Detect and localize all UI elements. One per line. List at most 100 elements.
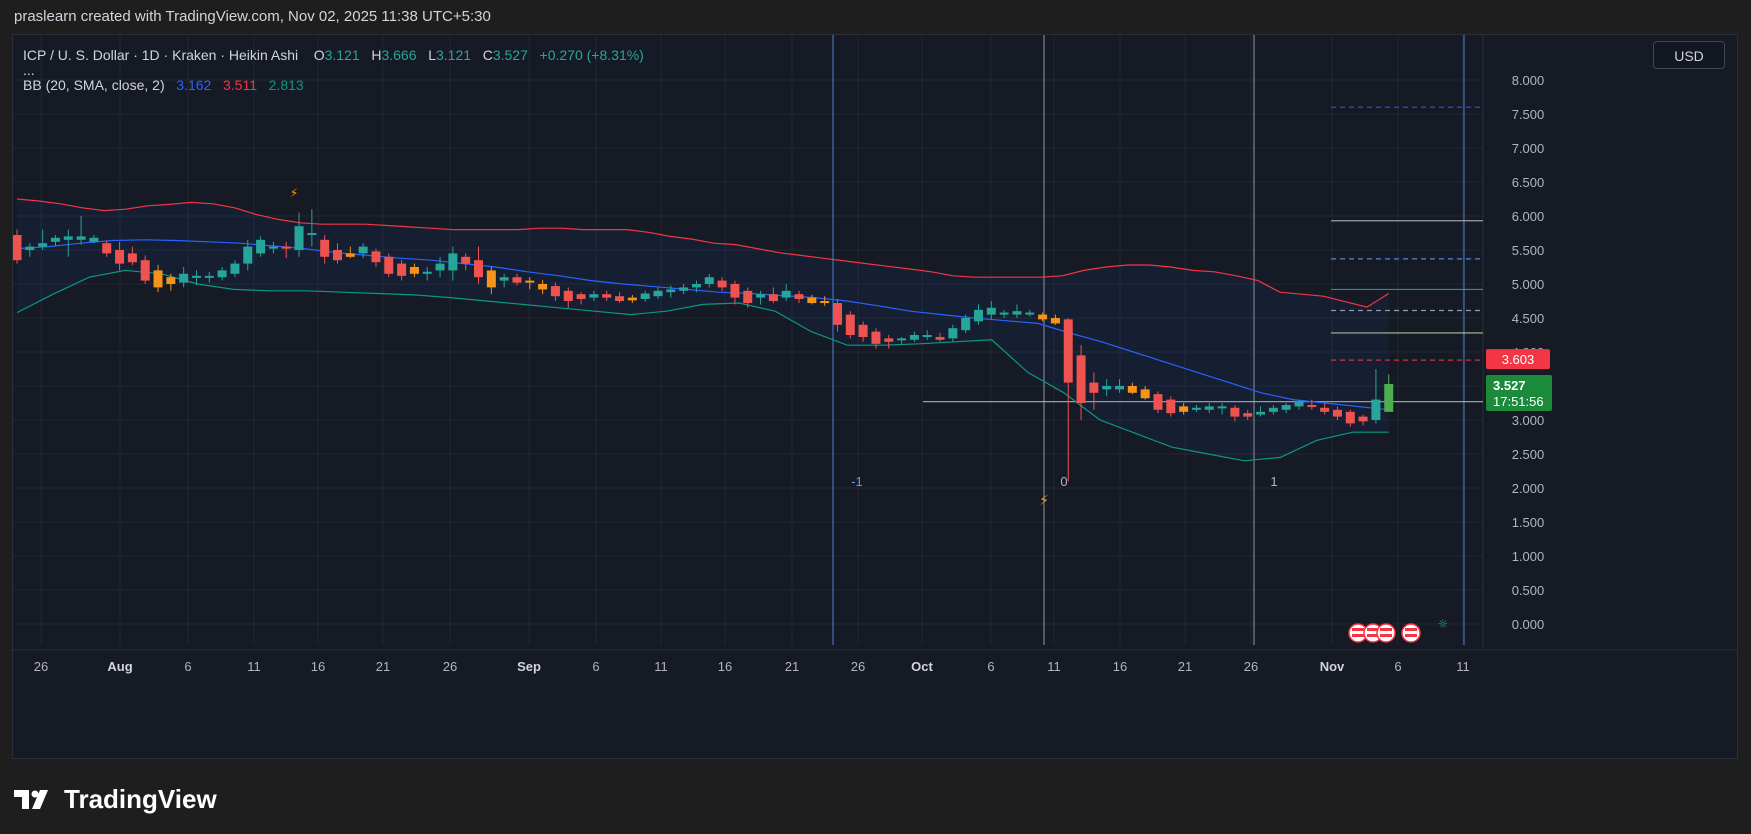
candle-body — [1140, 389, 1150, 399]
candle-body — [627, 297, 637, 301]
legend-more-button[interactable]: ... — [23, 62, 35, 78]
candle — [897, 337, 907, 344]
candle — [50, 235, 60, 246]
bb-lower-line — [16, 269, 1389, 462]
candle — [1358, 414, 1368, 426]
candle — [397, 260, 407, 281]
x-axis-tick-label: 26 — [1244, 659, 1258, 674]
candle — [871, 328, 881, 349]
candle-body — [1294, 400, 1304, 407]
candle-body — [294, 226, 304, 250]
candle — [1038, 312, 1048, 322]
x-axis-tick-label: 16 — [311, 659, 325, 674]
candle-body — [1076, 355, 1086, 403]
candle — [1179, 403, 1189, 415]
candle-body — [1102, 386, 1112, 390]
candle — [166, 273, 176, 291]
candle — [333, 243, 342, 264]
candle-body — [422, 271, 432, 274]
candle — [679, 284, 689, 295]
candle-body — [461, 256, 471, 264]
legend-ohlc-row: ICP / U. S. Dollar · 1D · Kraken · Heiki… — [23, 45, 644, 65]
chart-panel[interactable]: ICP / U. S. Dollar · 1D · Kraken · Heiki… — [12, 34, 1738, 759]
y-axis-tick-label: 6.500 — [1512, 175, 1545, 190]
candle-body — [1204, 406, 1214, 410]
candle — [448, 246, 458, 281]
candle-body — [961, 318, 971, 331]
candle-body — [448, 253, 458, 271]
candle-body — [1038, 314, 1048, 320]
candle — [691, 280, 701, 293]
candle-body — [743, 290, 753, 304]
legend-close-label: C — [482, 47, 493, 63]
candle — [1230, 405, 1240, 422]
candle-body — [1256, 411, 1266, 415]
candle — [1307, 399, 1317, 410]
legend-change: +0.270 (+8.31%) — [539, 47, 644, 63]
candle-body — [871, 331, 881, 344]
candle-body — [102, 243, 112, 254]
candle — [884, 335, 894, 349]
legend-symbol[interactable]: ICP / U. S. Dollar · 1D · Kraken · Heiki… — [23, 47, 299, 63]
y-axis-tick-label: 0.000 — [1512, 617, 1545, 632]
candle — [268, 241, 278, 254]
currency-button[interactable]: USD — [1653, 41, 1725, 69]
candle — [1204, 403, 1214, 414]
candle — [179, 267, 189, 288]
candle — [935, 332, 945, 342]
candle — [1191, 405, 1201, 412]
candle-body — [281, 246, 291, 249]
candle — [961, 314, 971, 333]
y-axis-tick-label: 4.500 — [1512, 311, 1545, 326]
x-axis-tick-label: Sep — [517, 659, 541, 674]
candle-body — [358, 246, 368, 254]
candle-body — [140, 260, 150, 281]
fib-time-label: 1 — [1270, 474, 1277, 489]
candle — [474, 246, 484, 284]
bb-band-fill — [17, 199, 1389, 461]
candle — [1166, 396, 1176, 417]
candle-body — [89, 237, 99, 242]
chart-legend: ICP / U. S. Dollar · 1D · Kraken · Heiki… — [23, 45, 644, 95]
legend-bb-row[interactable]: BB (20, SMA, close, 2) 3.162 3.511 2.813 — [23, 75, 644, 95]
candle-body — [1025, 312, 1035, 315]
candle-body — [1115, 386, 1125, 390]
x-axis-tick-label: 11 — [654, 659, 668, 674]
candle-body — [1371, 399, 1381, 420]
candle-body — [397, 263, 407, 276]
x-axis-tick-label: 21 — [1178, 659, 1192, 674]
candle — [563, 287, 573, 308]
candle — [1140, 386, 1150, 400]
candle — [832, 298, 842, 332]
x-axis-tick-label: 16 — [1113, 659, 1127, 674]
y-axis-tick-label: 6.000 — [1512, 209, 1545, 224]
candle — [461, 253, 471, 271]
candle-body — [717, 280, 727, 288]
candle-body — [576, 294, 586, 299]
candle-body — [794, 294, 804, 299]
candle — [153, 264, 163, 293]
candle-body — [538, 284, 548, 290]
y-axis-tick-label: 3.000 — [1512, 413, 1545, 428]
price-chart[interactable]: 26 Aug 6 11 16 21 26 Sep 6 11 16 21 26 Oct 6 11 16 21 26 No… — [13, 35, 1738, 759]
candle — [576, 292, 586, 305]
candle — [191, 270, 201, 286]
candle-body — [909, 335, 919, 340]
candle — [384, 253, 394, 278]
candle — [25, 243, 35, 257]
candle — [230, 260, 240, 278]
us-flag-event-icon — [1348, 623, 1368, 643]
countdown-label: 17:51:56 — [1493, 394, 1544, 409]
candle — [217, 267, 227, 281]
candle-body — [307, 233, 317, 236]
candle-body — [243, 246, 253, 264]
x-axis-tick-label: Oct — [911, 659, 933, 674]
candle — [435, 256, 445, 278]
legend-close-value: 3.527 — [492, 47, 528, 63]
candle-body — [25, 246, 35, 250]
x-axis-tick-label: 16 — [718, 659, 732, 674]
candle — [743, 287, 753, 308]
candle-body — [268, 246, 278, 249]
y-axis-tick-label: 1.000 — [1512, 549, 1545, 564]
x-axis-tick-label: 11 — [1456, 659, 1470, 674]
